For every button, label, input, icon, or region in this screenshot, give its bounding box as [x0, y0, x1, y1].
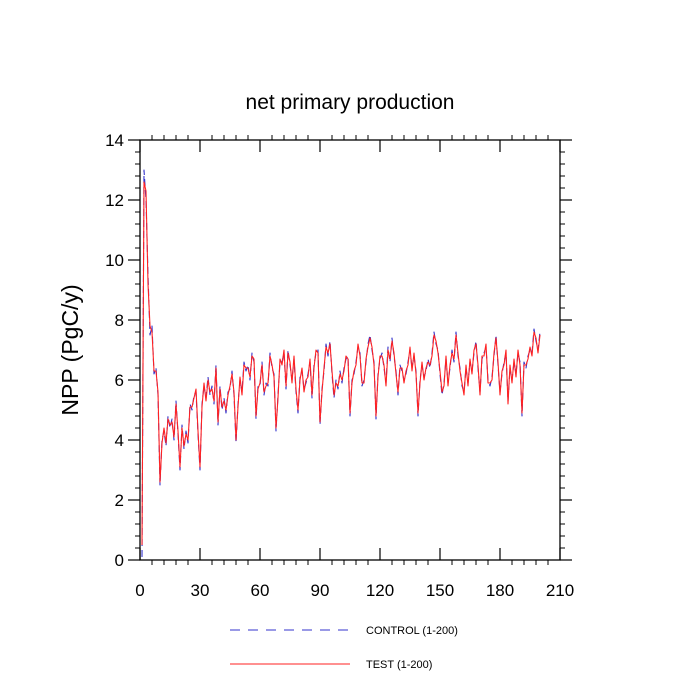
y-tick-label: 4: [115, 431, 124, 450]
x-tick-label: 180: [486, 581, 514, 600]
chart-title: net primary production: [246, 91, 455, 114]
series-line-control: [141, 169, 541, 558]
legend-label-control: CONTROL (1-200): [366, 625, 458, 637]
series-line-test: [141, 181, 541, 546]
x-tick-label: 120: [366, 581, 394, 600]
x-tick-label: 90: [311, 581, 330, 600]
y-tick-label: 0: [115, 551, 124, 570]
y-axis-label: NPP (PgC/y): [57, 284, 83, 415]
axis-ticks: [128, 135, 572, 565]
data-series: [141, 169, 541, 558]
y-tick-label: 6: [115, 371, 124, 390]
y-tick-label: 10: [105, 251, 124, 270]
x-tick-label: 60: [251, 581, 270, 600]
legend: CONTROL (1-200) TEST (1-200): [230, 625, 458, 671]
plot-frame: [139, 139, 561, 561]
y-tick-label: 14: [105, 131, 124, 150]
x-tick-label: 150: [426, 581, 454, 600]
x-tick-label: 30: [191, 581, 210, 600]
x-tick-label: 210: [546, 581, 574, 600]
y-tick-label: 2: [115, 491, 124, 510]
y-tick-label: 12: [105, 191, 124, 210]
legend-label-test: TEST (1-200): [366, 659, 432, 671]
x-tick-label: 0: [135, 581, 144, 600]
tick-labels: 0 30 60 90 120 150 180 210 0 2 4 6 8 10 12 14: [105, 131, 574, 600]
y-tick-label: 8: [115, 311, 124, 330]
